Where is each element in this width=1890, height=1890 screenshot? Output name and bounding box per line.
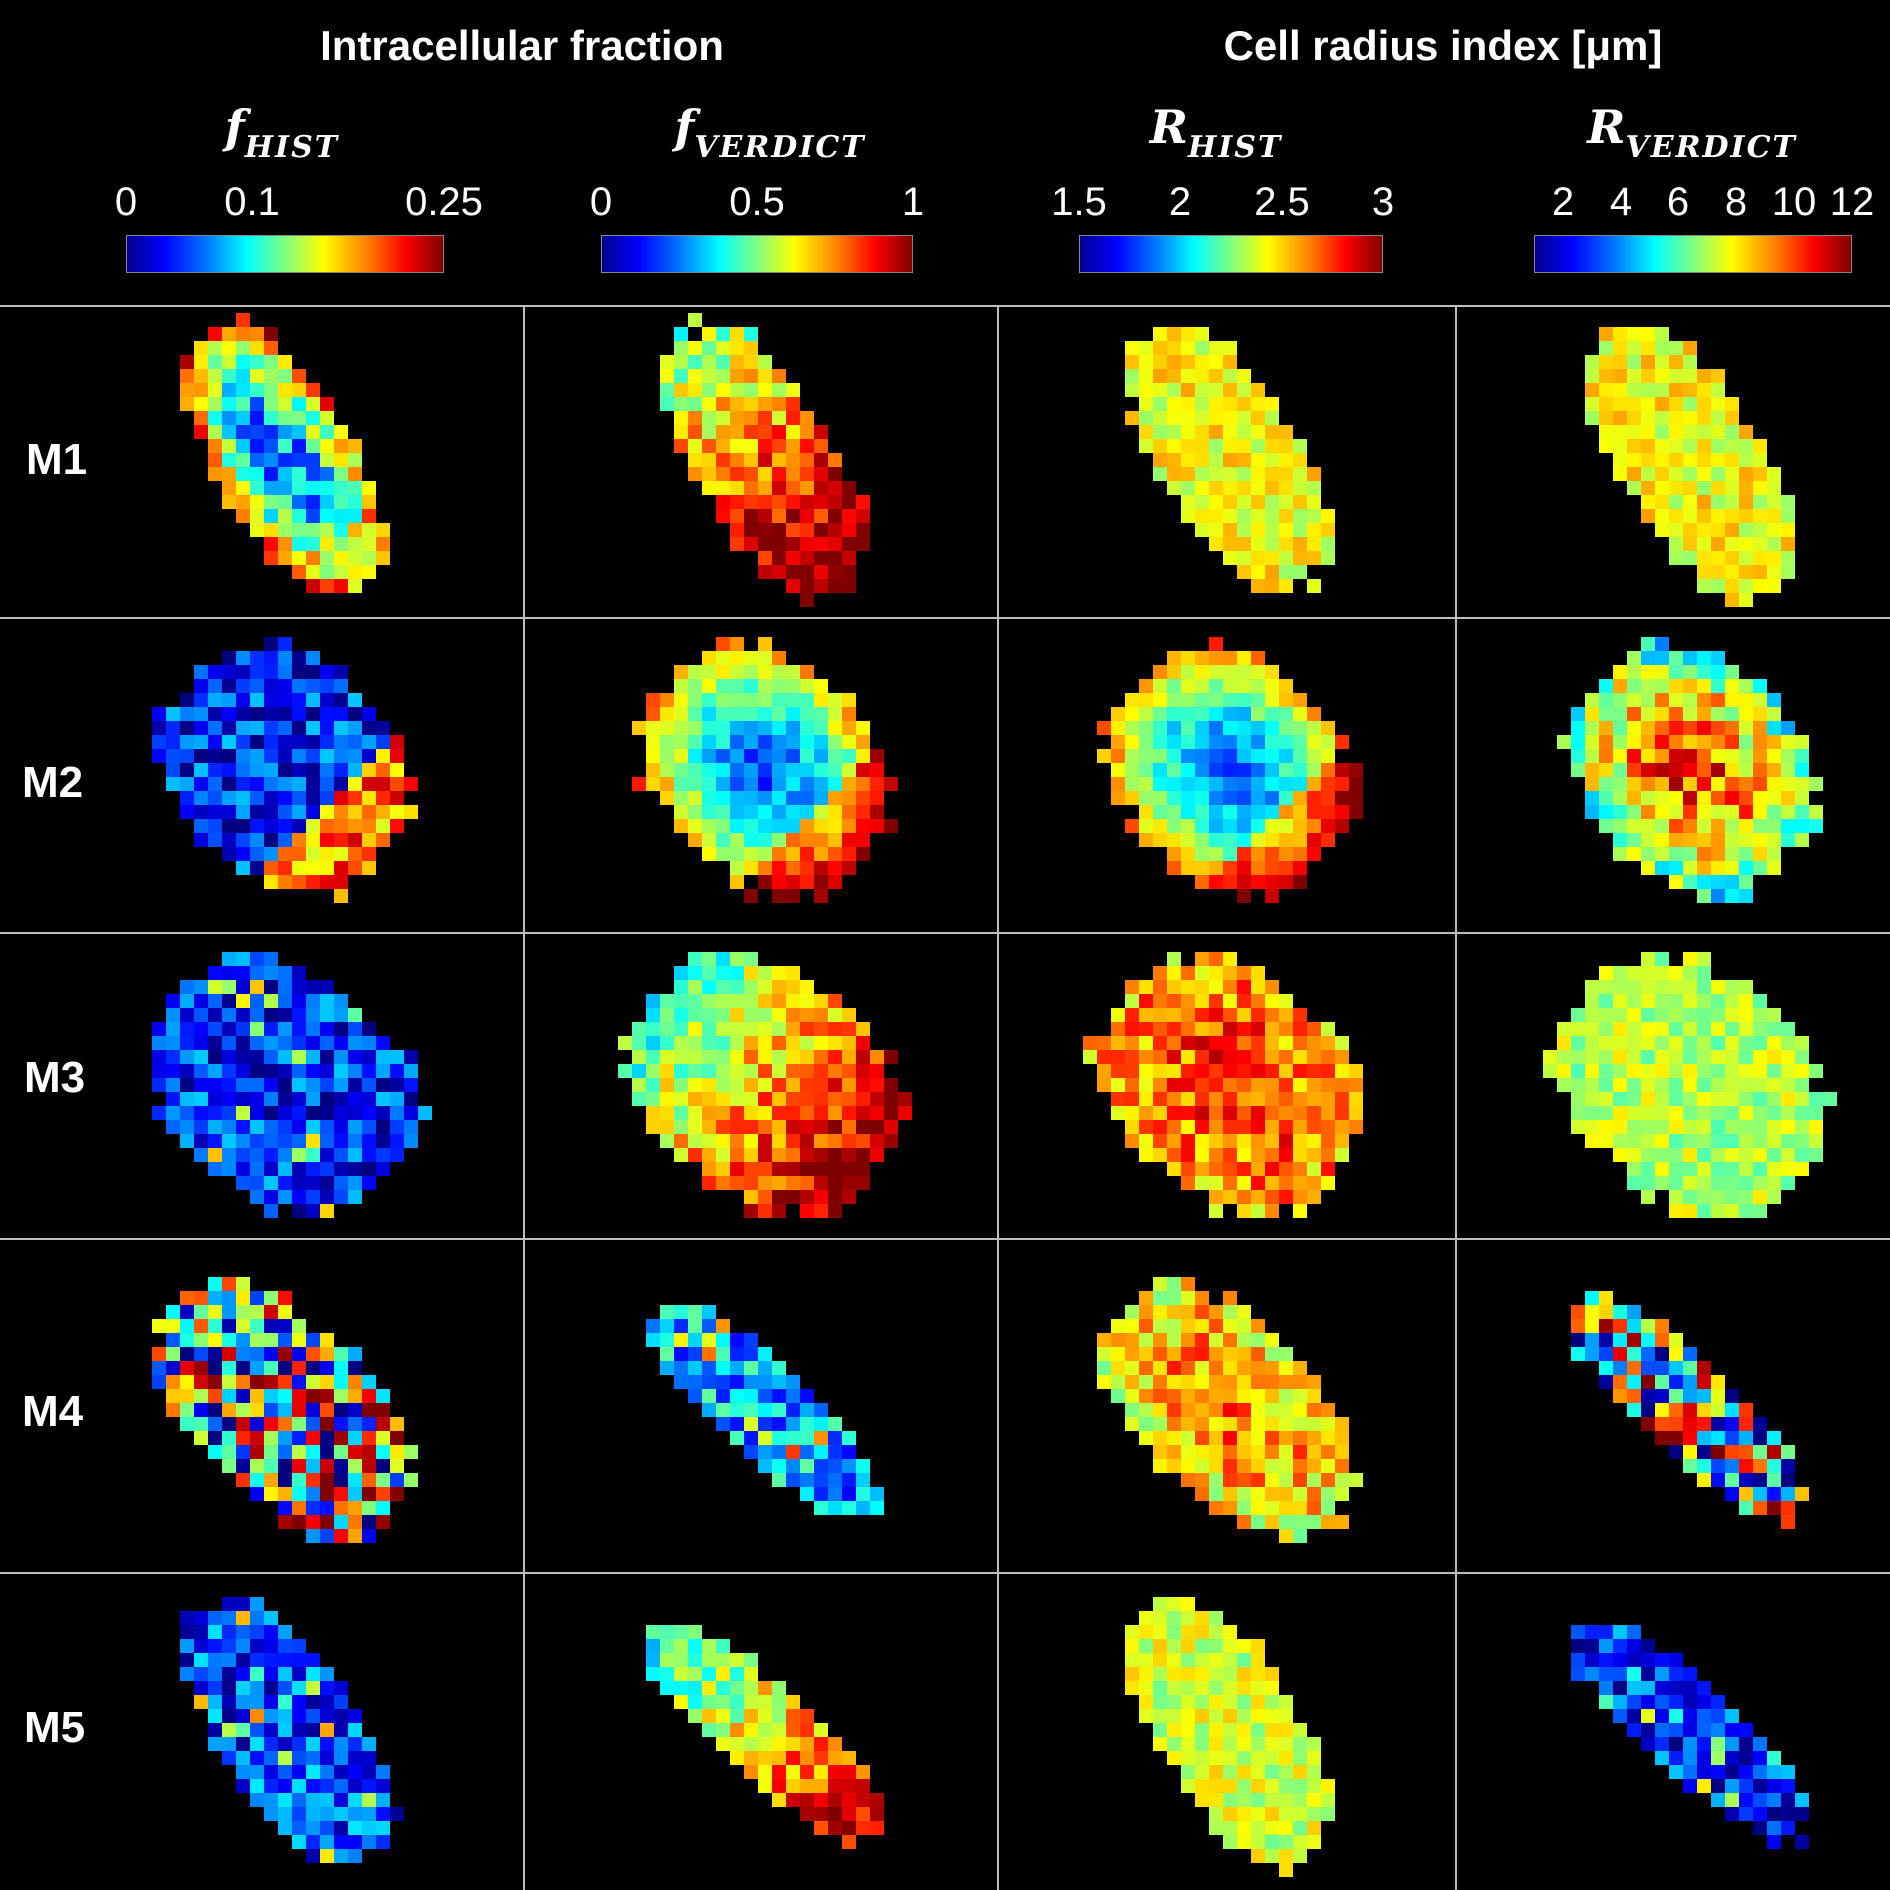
parameter-map-m1-col1 bbox=[180, 313, 390, 593]
tick-label: 2 bbox=[1168, 180, 1192, 224]
parameter-map-m4-col2 bbox=[646, 1305, 884, 1515]
colorbar-f-verdict bbox=[601, 235, 913, 273]
grid-line-vertical bbox=[523, 305, 525, 1890]
column-header-f-hist: fHIST bbox=[225, 100, 339, 165]
symbol: f bbox=[674, 100, 695, 154]
parameter-map-m5-col3 bbox=[1125, 1597, 1335, 1877]
column-header-r-verdict: RVERDICT bbox=[1587, 100, 1797, 165]
column-header-f-verdict: fVERDICT bbox=[674, 100, 865, 165]
subscript: VERDICT bbox=[694, 130, 866, 165]
symbol: R bbox=[1587, 100, 1626, 154]
tick-label: 4 bbox=[1609, 180, 1633, 224]
parameter-map-m1-col4 bbox=[1585, 327, 1795, 607]
tick-label: 3 bbox=[1371, 180, 1395, 224]
parameter-map-m5-col4 bbox=[1571, 1625, 1809, 1849]
group-title-cell-radius-index: Cell radius index [μm] bbox=[1223, 22, 1663, 69]
row-label-m5: M5 bbox=[24, 1703, 86, 1752]
parameter-map-m1-col2 bbox=[660, 313, 870, 607]
parameter-map-m2-col1 bbox=[152, 637, 418, 903]
tick-label: 0 bbox=[589, 180, 613, 224]
grid-line-vertical bbox=[997, 305, 999, 1890]
row-label-m4: M4 bbox=[22, 1387, 84, 1436]
parameter-map-m4-col3 bbox=[1097, 1277, 1363, 1543]
column-header-r-hist: RHIST bbox=[1150, 100, 1283, 165]
grid-line-horizontal bbox=[0, 1238, 1890, 1240]
tick-label: 2.5 bbox=[1254, 180, 1310, 224]
parameter-map-m2-col4 bbox=[1557, 637, 1823, 903]
subscript: HIST bbox=[1187, 130, 1283, 165]
grid-line-vertical bbox=[1455, 305, 1457, 1890]
parameter-map-m5-col1 bbox=[180, 1597, 404, 1863]
grid-line-horizontal bbox=[0, 305, 1890, 307]
parameter-map-m3-col2 bbox=[618, 952, 912, 1218]
grid-line-horizontal bbox=[0, 617, 1890, 619]
subscript: VERDICT bbox=[1625, 130, 1797, 165]
tick-label: 0.5 bbox=[729, 180, 785, 224]
parameter-map-m2-col2 bbox=[632, 637, 898, 903]
parameter-map-m1-col3 bbox=[1125, 327, 1335, 593]
colorbar-f-hist bbox=[126, 235, 444, 273]
tick-label: 1 bbox=[901, 180, 925, 224]
grid-line-horizontal bbox=[0, 932, 1890, 934]
tick-label: 1.5 bbox=[1051, 180, 1107, 224]
symbol: R bbox=[1149, 100, 1188, 154]
parameter-map-m2-col3 bbox=[1097, 637, 1363, 903]
row-label-m1: M1 bbox=[26, 435, 88, 484]
tick-label: 0 bbox=[114, 180, 138, 224]
parameter-map-m4-col4 bbox=[1571, 1291, 1809, 1529]
tick-label: 2 bbox=[1551, 180, 1575, 224]
row-label-m3: M3 bbox=[24, 1053, 86, 1102]
parameter-map-m3-col1 bbox=[152, 952, 432, 1218]
grid-line-horizontal bbox=[0, 1572, 1890, 1574]
tick-label: 0.1 bbox=[224, 180, 280, 224]
colorbar-r-hist bbox=[1079, 235, 1383, 273]
group-title-intracellular-fraction: Intracellular fraction bbox=[320, 22, 724, 69]
parameter-map-m3-col3 bbox=[1083, 952, 1363, 1218]
tick-label: 0.25 bbox=[405, 180, 483, 224]
parameter-map-m4-col1 bbox=[152, 1277, 418, 1543]
tick-label: 10 bbox=[1771, 180, 1817, 224]
tick-label: 6 bbox=[1666, 180, 1690, 224]
colorbar-r-verdict bbox=[1534, 235, 1852, 273]
tick-label: 8 bbox=[1724, 180, 1748, 224]
symbol: f bbox=[224, 100, 245, 154]
subscript: HIST bbox=[244, 130, 340, 165]
parameter-map-m5-col2 bbox=[646, 1625, 884, 1849]
tick-label: 12 bbox=[1829, 180, 1875, 224]
parameter-map-m3-col4 bbox=[1543, 952, 1837, 1218]
row-label-m2: M2 bbox=[22, 758, 84, 807]
